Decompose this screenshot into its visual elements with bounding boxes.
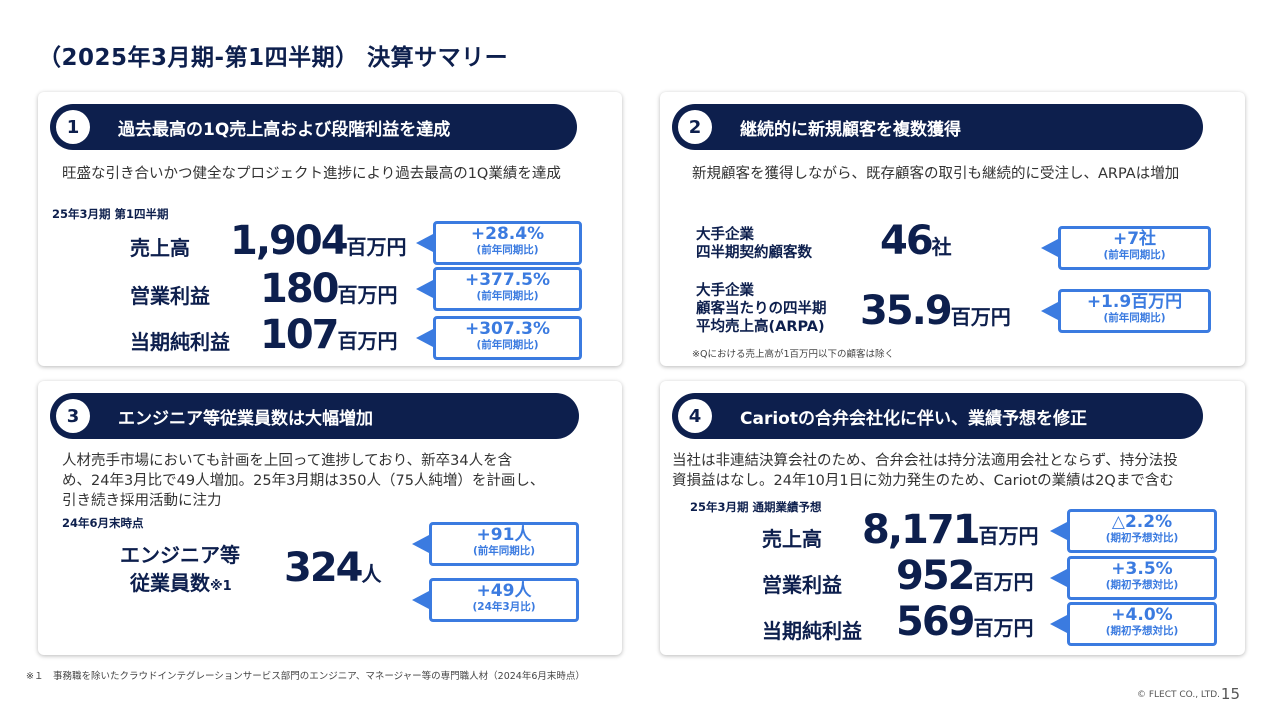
metric-value-forecast-sales: 8,171百万円: [862, 507, 1039, 553]
metric-label-forecast-sales: 売上高: [762, 527, 822, 551]
card-description: 当社は非連結決算会社のため、合弁会社は持分法適用会社とならず、持分法投 資損益はな…: [672, 453, 1178, 489]
metric-value-net-income: 107百万円: [260, 312, 398, 358]
metric-label-net-income: 当期純利益: [130, 330, 230, 354]
metric-label-forecast-operating-profit: 営業利益: [762, 573, 842, 597]
callout-engineers-vs-march: +49人 (24年3月比): [412, 578, 579, 622]
callout-sales-change: +28.4% (前年同期比): [416, 221, 582, 265]
metric-value-forecast-net-income: 569百万円: [896, 599, 1034, 645]
card-number: 1: [56, 110, 90, 144]
metric-label-enterprise-customers: 大手企業 四半期契約顧客数: [696, 227, 812, 261]
card-heading: 2 継続的に新規顧客を複数獲得: [672, 104, 1203, 150]
copyright: © FLECT CO., LTD.: [1136, 690, 1220, 700]
metric-value-operating-profit: 180百万円: [260, 266, 398, 312]
card-description: 旺盛な引き合いかつ健全なプロジェクト進捗により過去最高の1Q業績を達成: [62, 166, 561, 182]
card-heading-text: 過去最高の1Q売上高および段階利益を達成: [118, 119, 451, 140]
callout-net-income-change: +307.3% (前年同期比): [416, 316, 582, 360]
metric-label-engineers: エンジニア等 従業員数※1: [120, 543, 240, 595]
card-heading: 4 Cariotの合弁会社化に伴い、業績予想を修正: [672, 393, 1203, 439]
card-number: 2: [678, 110, 712, 144]
card-engineers: 3 エンジニア等従業員数は大幅増加 人材売手市場においても計画を上回って進捗して…: [38, 381, 622, 655]
as-of-label: 24年6月末時点: [62, 516, 144, 530]
footnote: ※１ 事務職を除いたクラウドインテグレーションサービス部門のエンジニア、マネージ…: [26, 671, 585, 682]
callout-forecast-net-income-change: +4.0% (期初予想対比): [1050, 602, 1217, 646]
card-number: 3: [56, 399, 90, 433]
metric-label-forecast-net-income: 当期純利益: [762, 619, 862, 643]
callout-arpa-change: +1.9百万円 (前年同期比): [1041, 289, 1211, 333]
card-number: 4: [678, 399, 712, 433]
callout-forecast-operating-profit-change: +3.5% (期初予想対比): [1050, 556, 1217, 600]
card-note: ※Qにおける売上高が1百万円以下の顧客は除く: [692, 349, 894, 360]
page-number: 15: [1220, 685, 1240, 703]
metric-value-arpa: 35.9百万円: [860, 288, 1011, 334]
card-description: 人材売手市場においても計画を上回って進捗しており、新卒34人を含 め、24年3月比…: [62, 453, 545, 509]
callout-engineers-yoy: +91人 (前年同期比): [412, 522, 579, 566]
card-heading: 3 エンジニア等従業員数は大幅増加: [50, 393, 579, 439]
callout-customers-change: +7社 (前年同期比): [1041, 226, 1211, 270]
metric-label-operating-profit: 営業利益: [130, 284, 210, 308]
callout-operating-profit-change: +377.5% (前年同期比): [416, 267, 582, 311]
metric-value-sales: 1,904百万円: [230, 218, 407, 264]
period-label: 25年3月期 通期業績予想: [690, 500, 822, 514]
page-title: （2025年3月期-第1四半期） 決算サマリー: [38, 45, 509, 71]
metric-value-forecast-operating-profit: 952百万円: [896, 553, 1034, 599]
metric-value-enterprise-customers: 46社: [880, 218, 952, 264]
card-heading-text: エンジニア等従業員数は大幅増加: [118, 408, 373, 429]
card-new-customers: 2 継続的に新規顧客を複数獲得 新規顧客を獲得しながら、既存顧客の取引も継続的に…: [660, 92, 1245, 366]
card-heading: 1 過去最高の1Q売上高および段階利益を達成: [50, 104, 577, 150]
card-heading-text: 継続的に新規顧客を複数獲得: [740, 119, 961, 140]
card-description: 新規顧客を獲得しながら、既存顧客の取引も継続的に受注し、ARPAは増加: [692, 166, 1180, 182]
period-label: 25年3月期 第1四半期: [52, 207, 169, 221]
callout-forecast-sales-change: △2.2% (期初予想対比): [1050, 509, 1217, 553]
metric-label-sales: 売上高: [130, 236, 190, 260]
metric-label-arpa: 大手企業 顧客当たりの四半期 平均売上高(ARPA): [696, 283, 827, 335]
card-record-results: 1 過去最高の1Q売上高および段階利益を達成 旺盛な引き合いかつ健全なプロジェク…: [38, 92, 622, 366]
card-heading-text: Cariotの合弁会社化に伴い、業績予想を修正: [740, 408, 1087, 429]
metric-value-engineers: 324人: [284, 545, 382, 591]
card-forecast-revision: 4 Cariotの合弁会社化に伴い、業績予想を修正 当社は非連結決算会社のため、…: [660, 381, 1245, 655]
